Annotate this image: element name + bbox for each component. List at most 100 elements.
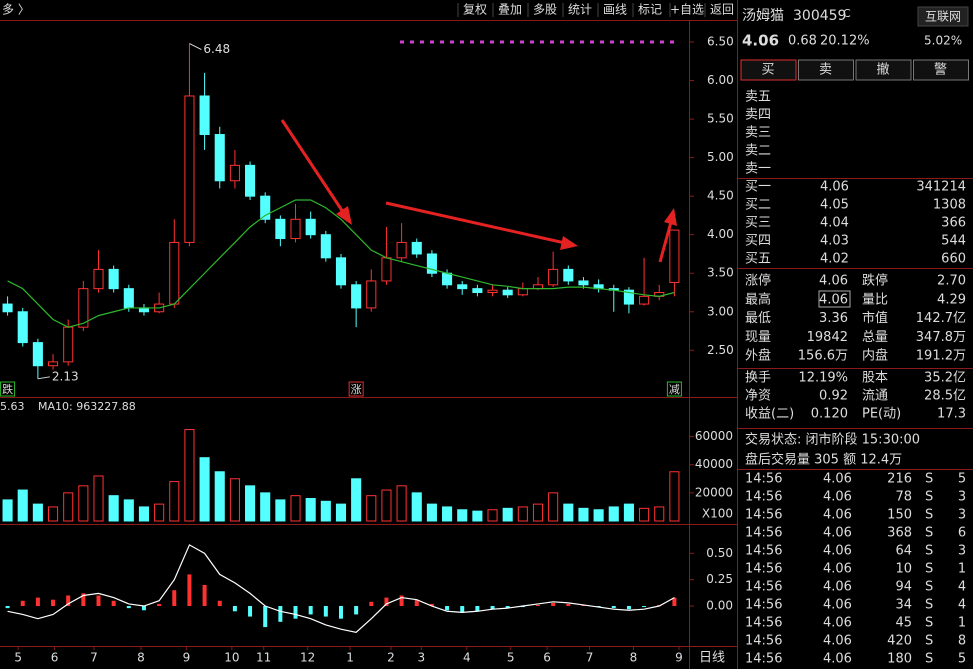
annotation-leader bbox=[189, 43, 202, 51]
marker-box bbox=[348, 381, 364, 397]
trade-time: 14:56 bbox=[745, 580, 782, 595]
trade-button-frame bbox=[855, 59, 912, 81]
candle-body bbox=[108, 268, 119, 290]
toolbar-button[interactable]: +自选 bbox=[670, 3, 704, 17]
sector: 互联网 bbox=[925, 10, 961, 24]
toolbar-button[interactable]: 复权 bbox=[463, 3, 487, 17]
volume-bar bbox=[502, 507, 513, 522]
candle-body bbox=[396, 241, 407, 259]
trade-button[interactable]: 卖 bbox=[819, 63, 832, 78]
volume-bar bbox=[229, 478, 240, 522]
toolbar-button[interactable]: 多股 bbox=[533, 3, 557, 17]
x-tick-label: 6 bbox=[543, 651, 551, 665]
volume-bar bbox=[623, 503, 634, 522]
trade-count: 1 bbox=[958, 562, 966, 577]
stock-flag: C bbox=[843, 7, 851, 20]
trade-button[interactable]: 买 bbox=[761, 63, 774, 78]
macd-bar bbox=[672, 597, 677, 607]
ask-level: 卖三 bbox=[745, 126, 771, 141]
toolbar-button[interactable]: 画线 bbox=[603, 3, 627, 17]
stat-label: 市值 bbox=[862, 310, 888, 326]
ask-level: 卖五 bbox=[745, 90, 771, 105]
volume-bar bbox=[275, 499, 286, 522]
volume-bar bbox=[169, 481, 180, 522]
volume-bar bbox=[335, 503, 347, 522]
breadcrumb: 多 〉 bbox=[2, 3, 30, 17]
volume-bar bbox=[138, 506, 150, 522]
x-tick-label: 9 bbox=[183, 651, 191, 665]
volume-bar bbox=[532, 503, 544, 522]
y-tick-label: 0.50 bbox=[706, 546, 733, 560]
volume-bar bbox=[578, 507, 589, 522]
stat-label: 跌停 bbox=[862, 273, 888, 289]
volume-bar bbox=[472, 510, 483, 522]
toolbar-button[interactable]: 统计 bbox=[568, 3, 592, 17]
trade-price: 4.06 bbox=[823, 616, 852, 631]
macd-bar bbox=[35, 597, 40, 607]
candle-body bbox=[320, 234, 331, 259]
bid-price: 4.03 bbox=[820, 234, 849, 249]
stat-label: 股本 bbox=[862, 371, 888, 386]
macd-bar bbox=[460, 606, 465, 613]
trade-button[interactable]: 撤 bbox=[876, 62, 889, 78]
x-tick-label: 6 bbox=[51, 651, 59, 665]
trade-price: 4.06 bbox=[823, 472, 852, 487]
unit-label: X100 bbox=[702, 507, 733, 521]
volume-bar bbox=[78, 485, 89, 522]
stat-value: 35.2亿 bbox=[924, 371, 966, 386]
candle-body bbox=[78, 288, 89, 328]
bid-level: 买二 bbox=[745, 198, 771, 213]
stat-label: 最高 bbox=[745, 291, 771, 307]
macd-bar bbox=[338, 606, 343, 619]
candle-body bbox=[2, 303, 13, 313]
trade-price: 4.06 bbox=[823, 526, 852, 541]
volume-bar bbox=[381, 489, 392, 522]
candle-body bbox=[47, 361, 59, 367]
red-arrows bbox=[280, 119, 677, 263]
trade-time: 14:56 bbox=[745, 634, 782, 649]
toolbar-button[interactable]: 叠加 bbox=[498, 3, 522, 17]
trade-count: 8 bbox=[958, 634, 966, 649]
candle-body bbox=[305, 218, 316, 236]
toolbar-button[interactable]: 标记 bbox=[638, 3, 662, 17]
period-button[interactable]: 日线 bbox=[699, 651, 725, 666]
volume-bar bbox=[563, 503, 574, 522]
macd-bar bbox=[642, 606, 647, 608]
y-tick-label: 3.00 bbox=[707, 304, 734, 318]
candle-body bbox=[275, 218, 286, 240]
toolbar-button[interactable]: 返回 bbox=[710, 3, 734, 17]
trade-side: S bbox=[925, 526, 933, 541]
stat-label: 现量 bbox=[745, 330, 771, 345]
trade-button[interactable]: 警 bbox=[934, 62, 947, 78]
trade-price: 4.06 bbox=[823, 598, 852, 613]
volume-bar bbox=[260, 492, 271, 522]
stat-value: 4.29 bbox=[937, 292, 966, 307]
marker: 减 bbox=[669, 383, 680, 396]
legend-ma10: MA10: 963227.88 bbox=[38, 400, 136, 413]
stat-value: 3.36 bbox=[819, 311, 848, 326]
macd-bar bbox=[551, 602, 556, 607]
bid-level: 买四 bbox=[745, 234, 771, 249]
price: 4.06 bbox=[742, 32, 779, 50]
candle-body bbox=[578, 280, 589, 286]
volume-bar bbox=[426, 503, 437, 522]
stat-value: 12.19% bbox=[798, 371, 848, 386]
trade-side: S bbox=[925, 616, 933, 631]
marker-box bbox=[0, 381, 16, 397]
ask-level: 卖四 bbox=[745, 108, 771, 123]
trade-time: 14:56 bbox=[745, 598, 782, 613]
bid-volume: 660 bbox=[941, 252, 966, 267]
macd-bar bbox=[51, 599, 56, 607]
stock-code: 300459 bbox=[793, 8, 846, 24]
trade-time: 14:56 bbox=[745, 616, 782, 631]
trade-count: 5 bbox=[958, 472, 966, 487]
volume-bar bbox=[184, 429, 195, 522]
x-tick-label: 7 bbox=[90, 651, 98, 665]
macd-bar bbox=[384, 597, 389, 607]
candle-body bbox=[214, 134, 225, 182]
candle-body bbox=[199, 95, 210, 136]
candle-body bbox=[411, 241, 422, 255]
candle-body bbox=[548, 268, 559, 286]
